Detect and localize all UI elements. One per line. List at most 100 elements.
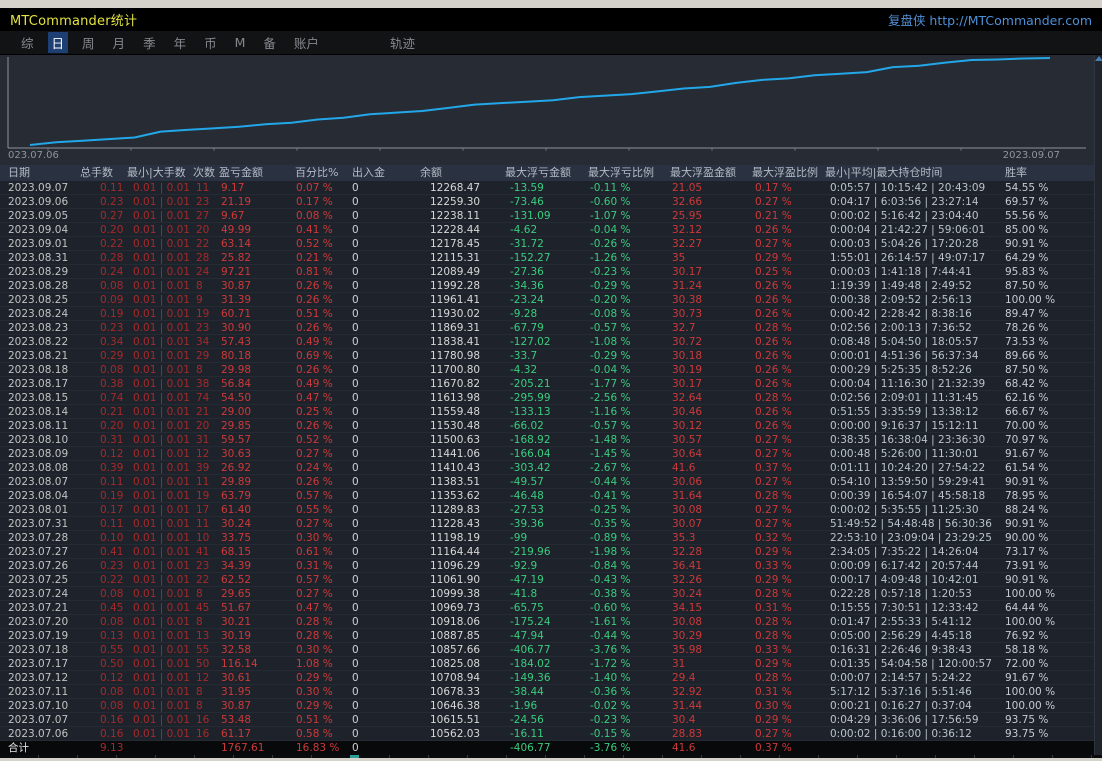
cell: 64.29 % xyxy=(1005,252,1049,264)
cell: 11198.19 xyxy=(430,532,481,544)
cell: 2023.08.04 xyxy=(8,490,69,502)
table-row[interactable]: 2023.08.22 0.34 0.01 | 0.01 34 57.43 0.49 % 0 1… xyxy=(0,335,1094,349)
cell: 100.00 % xyxy=(1005,588,1056,600)
cell: 9.67 xyxy=(221,210,245,222)
table-row[interactable]: 2023.09.05 0.27 0.01 | 0.01 27 9.67 0.08 % 0 12… xyxy=(0,209,1094,223)
desktop-edge-bottom xyxy=(0,758,1102,761)
table-row[interactable]: 2023.07.10 0.08 0.01 | 0.01 8 30.87 0.29 % 0 10… xyxy=(0,699,1094,713)
table-row[interactable]: 2023.07.27 0.41 0.01 | 0.01 41 68.15 0.61 % 0 1… xyxy=(0,545,1094,559)
menu-item[interactable]: 月 xyxy=(112,36,126,51)
cell: 12089.49 xyxy=(430,266,481,278)
cell: -0.25 % xyxy=(590,504,631,516)
table-row[interactable]: 2023.07.17 0.50 0.01 | 0.01 50 116.14 1.08 % 0… xyxy=(0,657,1094,671)
menu-bar: 综日周 月 季 年 币 M 备 账户 轨迹 xyxy=(0,31,1102,55)
table-row[interactable]: 2023.08.10 0.31 0.01 | 0.01 31 59.57 0.52 % 0 1… xyxy=(0,433,1094,447)
table-row[interactable]: 2023.07.07 0.16 0.01 | 0.01 16 53.48 0.51 % 0 1… xyxy=(0,713,1094,727)
table-row[interactable]: 2023.08.09 0.12 0.01 | 0.01 12 30.63 0.27 % 0 1… xyxy=(0,447,1094,461)
cell: 0.30 % xyxy=(296,532,333,544)
table-row[interactable]: 2023.08.01 0.17 0.01 | 0.01 17 61.40 0.55 % 0 1… xyxy=(0,503,1094,517)
column-header: 最大浮亏金额 xyxy=(505,166,571,179)
vertical-scrollbar[interactable] xyxy=(1094,55,1102,755)
menu-item[interactable]: 币 xyxy=(204,36,217,51)
table-row[interactable]: 2023.07.20 0.08 0.01 | 0.01 8 30.21 0.28 % 0 10… xyxy=(0,615,1094,629)
table-row[interactable]: 2023.07.12 0.12 0.01 | 0.01 12 30.61 0.29 % 0 1… xyxy=(0,671,1094,685)
menu-item[interactable]: 日 xyxy=(47,32,69,53)
cell: 0.47 % xyxy=(296,602,333,614)
menu-item[interactable]: 周 xyxy=(82,36,95,51)
table-row[interactable]: 2023.08.07 0.11 0.01 | 0.01 11 29.89 0.26 % 0 1… xyxy=(0,475,1094,489)
cell: 0.28 % xyxy=(755,630,792,642)
cell: 0.12 xyxy=(100,448,124,460)
cell: 8 xyxy=(196,700,203,712)
cell: 0 xyxy=(352,238,359,250)
table-row[interactable]: 2023.08.08 0.39 0.01 | 0.01 39 26.92 0.24 % 0 1… xyxy=(0,461,1094,475)
cell: 0.01 | 0.01 xyxy=(133,280,190,292)
cell: 76.92 % xyxy=(1005,630,1049,642)
table-row[interactable]: 2023.07.06 0.16 0.01 | 0.01 16 61.17 0.58 % 0 1… xyxy=(0,727,1094,741)
table-row[interactable]: 2023.08.31 0.28 0.01 | 0.01 28 25.82 0.21 % 0 1… xyxy=(0,251,1094,265)
total-row[interactable]: 合计 9.13 1767.61 16.83 % 0 -406.77 -3.76 % 41.6 0… xyxy=(0,741,1094,755)
table-row[interactable]: 2023.09.06 0.23 0.01 | 0.01 23 21.19 0.17 % 0 1… xyxy=(0,195,1094,209)
menu-item[interactable]: 季 xyxy=(143,36,156,51)
cell: 51:49:52 | 54:48:48 | 56:30:36 xyxy=(830,518,992,530)
table-row[interactable]: 2023.08.04 0.19 0.01 | 0.01 19 63.79 0.57 % 0 1… xyxy=(0,489,1094,503)
cell: 0.08 xyxy=(100,280,124,292)
table-row[interactable]: 2023.09.01 0.22 0.01 | 0.01 22 63.14 0.52 % 0 1… xyxy=(0,237,1094,251)
cell: 88.24 % xyxy=(1005,504,1049,516)
menu-item[interactable]: 轨迹 xyxy=(389,36,415,51)
cell: -0.29 % xyxy=(590,350,631,362)
cell: 19 xyxy=(196,490,210,502)
cell: 2023.08.25 xyxy=(8,294,69,306)
cell: 57.43 xyxy=(221,336,252,348)
table-row[interactable]: 2023.07.11 0.08 0.01 | 0.01 8 31.95 0.30 % 0 10… xyxy=(0,685,1094,699)
horizontal-scrollbar[interactable] xyxy=(0,755,1102,758)
cell: 0.57 % xyxy=(296,490,333,502)
cell: 1767.61 xyxy=(221,742,265,754)
table-row[interactable]: 2023.08.21 0.29 0.01 | 0.01 29 80.18 0.69 % 0 1… xyxy=(0,349,1094,363)
table-row[interactable]: 2023.08.18 0.08 0.01 | 0.01 8 29.98 0.26 % 0 11… xyxy=(0,363,1094,377)
cell: 0 xyxy=(352,196,359,208)
cell: 0:00:07 | 2:14:57 | 5:24:22 xyxy=(830,672,972,684)
table-row[interactable]: 2023.08.25 0.09 0.01 | 0.01 9 31.39 0.26 % 0 11… xyxy=(0,293,1094,307)
table-row[interactable]: 2023.08.17 0.38 0.01 | 0.01 38 56.84 0.49 % 0 1… xyxy=(0,377,1094,391)
cell: 30.4 xyxy=(672,714,696,726)
menu-item[interactable]: 备 xyxy=(263,36,276,51)
table-row[interactable]: 2023.09.04 0.20 0.01 | 0.01 20 49.99 0.41 % 0 1… xyxy=(0,223,1094,237)
cell: 30.19 xyxy=(221,630,252,642)
table-row[interactable]: 2023.08.23 0.23 0.01 | 0.01 23 30.90 0.26 % 0 1… xyxy=(0,321,1094,335)
cell: 0.26 % xyxy=(296,476,333,488)
cell: 0.12 xyxy=(100,672,124,684)
table-row[interactable]: 2023.07.25 0.22 0.01 | 0.01 22 62.52 0.57 % 0 1… xyxy=(0,573,1094,587)
table-row[interactable]: 2023.09.07 0.11 0.01 | 0.01 11 9.17 0.07 % 0 12… xyxy=(0,181,1094,195)
table-row[interactable]: 2023.07.26 0.23 0.01 | 0.01 23 34.39 0.31 % 0 1… xyxy=(0,559,1094,573)
menu-item[interactable]: 账户 xyxy=(293,36,319,51)
table-row[interactable]: 2023.08.15 0.74 0.01 | 0.01 74 54.50 0.47 % 0 1… xyxy=(0,391,1094,405)
table-row[interactable]: 2023.07.28 0.10 0.01 | 0.01 10 33.75 0.30 % 0 1… xyxy=(0,531,1094,545)
table-row[interactable]: 2023.08.28 0.08 0.01 | 0.01 8 30.87 0.26 % 0 11… xyxy=(0,279,1094,293)
table-row[interactable]: 2023.07.31 0.11 0.01 | 0.01 11 30.24 0.27 % 0 1… xyxy=(0,517,1094,531)
cell: 28 xyxy=(196,252,210,264)
cell: 9.17 xyxy=(221,182,245,194)
equity-curve-line xyxy=(29,57,1051,146)
table-row[interactable]: 2023.08.29 0.24 0.01 | 0.01 24 97.21 0.81 % 0 1… xyxy=(0,265,1094,279)
brand-link[interactable]: 复盘侠 http://MTCommander.com xyxy=(887,13,1092,28)
menu-item[interactable]: 年 xyxy=(173,36,187,51)
horizontal-scrollbar-thumb[interactable] xyxy=(350,755,359,758)
table-row[interactable]: 2023.07.21 0.45 0.01 | 0.01 45 51.67 0.47 % 0 1… xyxy=(0,601,1094,615)
table-row[interactable]: 2023.08.14 0.21 0.01 | 0.01 21 29.00 0.25 % 0 1… xyxy=(0,405,1094,419)
cell: 36.41 xyxy=(672,560,703,572)
table-row[interactable]: 2023.07.24 0.08 0.01 | 0.01 8 29.65 0.27 % 0 10… xyxy=(0,587,1094,601)
cell: 0:02:56 | 2:00:13 | 7:36:52 xyxy=(830,322,972,334)
cell: 0.57 % xyxy=(296,574,333,586)
cell: -1.96 xyxy=(510,700,538,712)
scroll-up-icon[interactable] xyxy=(1095,56,1102,61)
menu-item[interactable]: 综 xyxy=(21,36,34,51)
cell: 0.01 | 0.01 xyxy=(133,210,190,222)
table-row[interactable]: 2023.08.24 0.19 0.01 | 0.01 19 60.71 0.51 % 0 1… xyxy=(0,307,1094,321)
table-row[interactable]: 2023.08.11 0.20 0.01 | 0.01 20 29.85 0.26 % 0 1… xyxy=(0,419,1094,433)
cell: 0:01:47 | 2:55:33 | 5:41:12 xyxy=(830,616,972,628)
menu-item[interactable]: M xyxy=(234,35,246,50)
table-row[interactable]: 2023.07.19 0.13 0.01 | 0.01 13 30.19 0.28 % 0 1… xyxy=(0,629,1094,643)
table-row[interactable]: 2023.07.18 0.55 0.01 | 0.01 55 32.58 0.30 % 0 1… xyxy=(0,643,1094,657)
cell: 0.29 % xyxy=(296,672,333,684)
